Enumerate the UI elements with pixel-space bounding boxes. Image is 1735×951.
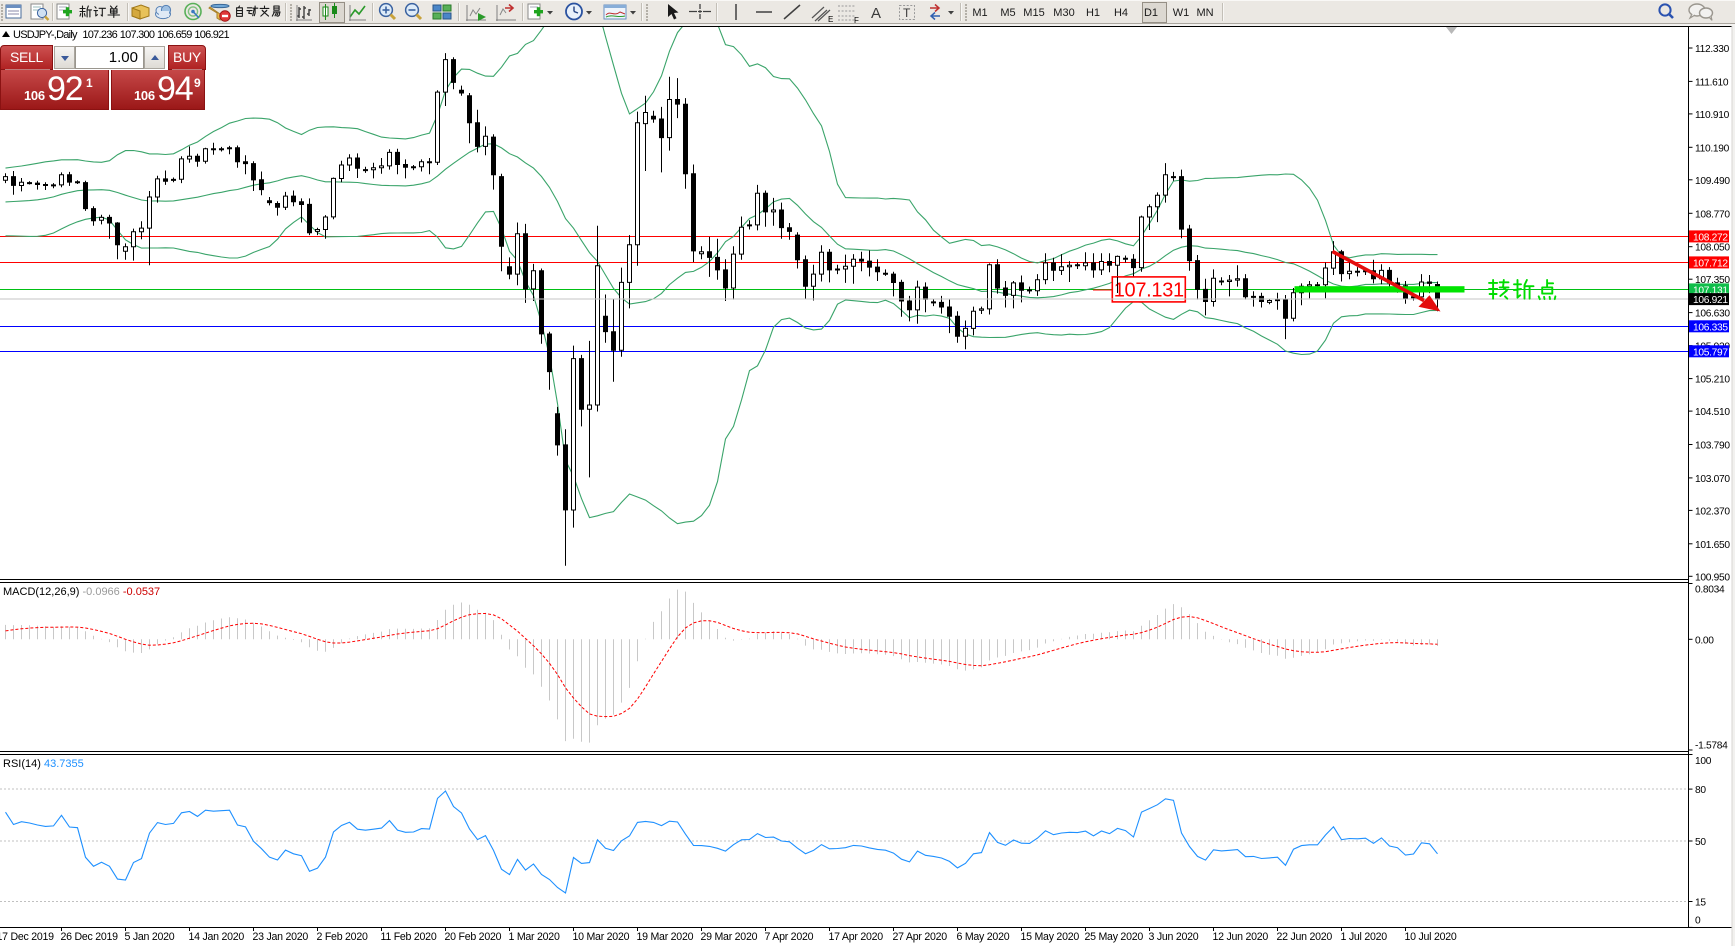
svg-text:102.370: 102.370 bbox=[1695, 506, 1730, 517]
svg-text:15: 15 bbox=[1695, 897, 1706, 908]
svg-text:T: T bbox=[903, 6, 911, 20]
svg-text:6 May 2020: 6 May 2020 bbox=[957, 931, 1010, 943]
svg-text:25 May 2020: 25 May 2020 bbox=[1085, 931, 1144, 943]
svg-text:17 Dec 2019: 17 Dec 2019 bbox=[0, 931, 54, 943]
svg-text:106.335: 106.335 bbox=[1693, 322, 1728, 333]
svg-text:26 Dec 2019: 26 Dec 2019 bbox=[61, 931, 119, 943]
svg-text:110.910: 110.910 bbox=[1695, 110, 1730, 121]
svg-text:10 Jul 2020: 10 Jul 2020 bbox=[1405, 931, 1457, 943]
svg-text:10 Mar 2020: 10 Mar 2020 bbox=[573, 931, 630, 943]
svg-text:1 Jul 2020: 1 Jul 2020 bbox=[1341, 931, 1388, 943]
svg-text:MN: MN bbox=[1196, 7, 1213, 19]
svg-text:M15: M15 bbox=[1023, 7, 1044, 19]
svg-text:101.650: 101.650 bbox=[1695, 540, 1730, 551]
svg-text:109.490: 109.490 bbox=[1695, 176, 1730, 187]
svg-text:5 Jan 2020: 5 Jan 2020 bbox=[125, 931, 175, 943]
svg-text:104.510: 104.510 bbox=[1695, 407, 1730, 418]
svg-text:H4: H4 bbox=[1114, 7, 1128, 19]
svg-text:M5: M5 bbox=[1000, 7, 1015, 19]
svg-text:112.330: 112.330 bbox=[1695, 44, 1730, 55]
svg-text:7 Apr 2020: 7 Apr 2020 bbox=[765, 931, 814, 943]
svg-text:110.190: 110.190 bbox=[1695, 143, 1730, 154]
svg-text:107.131: 107.131 bbox=[1114, 280, 1184, 302]
svg-text:MACD(12,26,9) -0.0966 -0.0537: MACD(12,26,9) -0.0966 -0.0537 bbox=[3, 586, 160, 598]
svg-text:12 Jun 2020: 12 Jun 2020 bbox=[1213, 931, 1269, 943]
svg-text:29 Mar 2020: 29 Mar 2020 bbox=[701, 931, 758, 943]
svg-text:23 Jan 2020: 23 Jan 2020 bbox=[253, 931, 309, 943]
svg-text:-1.5784: -1.5784 bbox=[1695, 741, 1728, 752]
svg-text:108.770: 108.770 bbox=[1695, 209, 1730, 220]
svg-text:27 Apr 2020: 27 Apr 2020 bbox=[893, 931, 948, 943]
svg-text:M1: M1 bbox=[972, 7, 987, 19]
svg-text:0: 0 bbox=[1695, 916, 1701, 927]
svg-text:106.921: 106.921 bbox=[1693, 295, 1728, 306]
svg-text:105.210: 105.210 bbox=[1695, 375, 1730, 386]
svg-text:19 Mar 2020: 19 Mar 2020 bbox=[637, 931, 694, 943]
svg-text:RSI(14) 43.7355: RSI(14) 43.7355 bbox=[3, 758, 84, 770]
svg-text:D1: D1 bbox=[1144, 7, 1158, 19]
svg-text:111.610: 111.610 bbox=[1695, 77, 1729, 88]
svg-text:100.950: 100.950 bbox=[1695, 572, 1730, 583]
svg-text:A: A bbox=[871, 5, 881, 22]
svg-text:F: F bbox=[854, 16, 859, 25]
svg-text:22 Jun 2020: 22 Jun 2020 bbox=[1277, 931, 1333, 943]
svg-text:W1: W1 bbox=[1173, 7, 1190, 19]
svg-text:H1: H1 bbox=[1086, 7, 1100, 19]
svg-text:103.070: 103.070 bbox=[1695, 474, 1730, 485]
svg-text:106.630: 106.630 bbox=[1695, 309, 1730, 320]
svg-text:E: E bbox=[828, 15, 833, 24]
svg-text:20 Feb 2020: 20 Feb 2020 bbox=[445, 931, 502, 943]
svg-text:50: 50 bbox=[1695, 837, 1706, 848]
svg-text:11 Feb 2020: 11 Feb 2020 bbox=[381, 931, 437, 943]
svg-text:15 May 2020: 15 May 2020 bbox=[1021, 931, 1080, 943]
svg-text:108.272: 108.272 bbox=[1693, 232, 1728, 243]
svg-text:107.712: 107.712 bbox=[1693, 258, 1728, 269]
svg-text:100: 100 bbox=[1695, 756, 1712, 767]
svg-text:103.790: 103.790 bbox=[1695, 441, 1730, 452]
svg-text:M30: M30 bbox=[1053, 7, 1074, 19]
svg-text:3 Jun 2020: 3 Jun 2020 bbox=[1149, 931, 1199, 943]
svg-text:0.8034: 0.8034 bbox=[1695, 585, 1725, 596]
svg-text:2 Feb 2020: 2 Feb 2020 bbox=[317, 931, 368, 943]
svg-text:1 Mar 2020: 1 Mar 2020 bbox=[509, 931, 560, 943]
svg-text:108.050: 108.050 bbox=[1695, 243, 1730, 254]
svg-text:14 Jan 2020: 14 Jan 2020 bbox=[189, 931, 245, 943]
svg-text:105.797: 105.797 bbox=[1693, 347, 1728, 358]
svg-text:17 Apr 2020: 17 Apr 2020 bbox=[829, 931, 884, 943]
svg-text:0.00: 0.00 bbox=[1695, 635, 1714, 646]
svg-text:80: 80 bbox=[1695, 785, 1706, 796]
